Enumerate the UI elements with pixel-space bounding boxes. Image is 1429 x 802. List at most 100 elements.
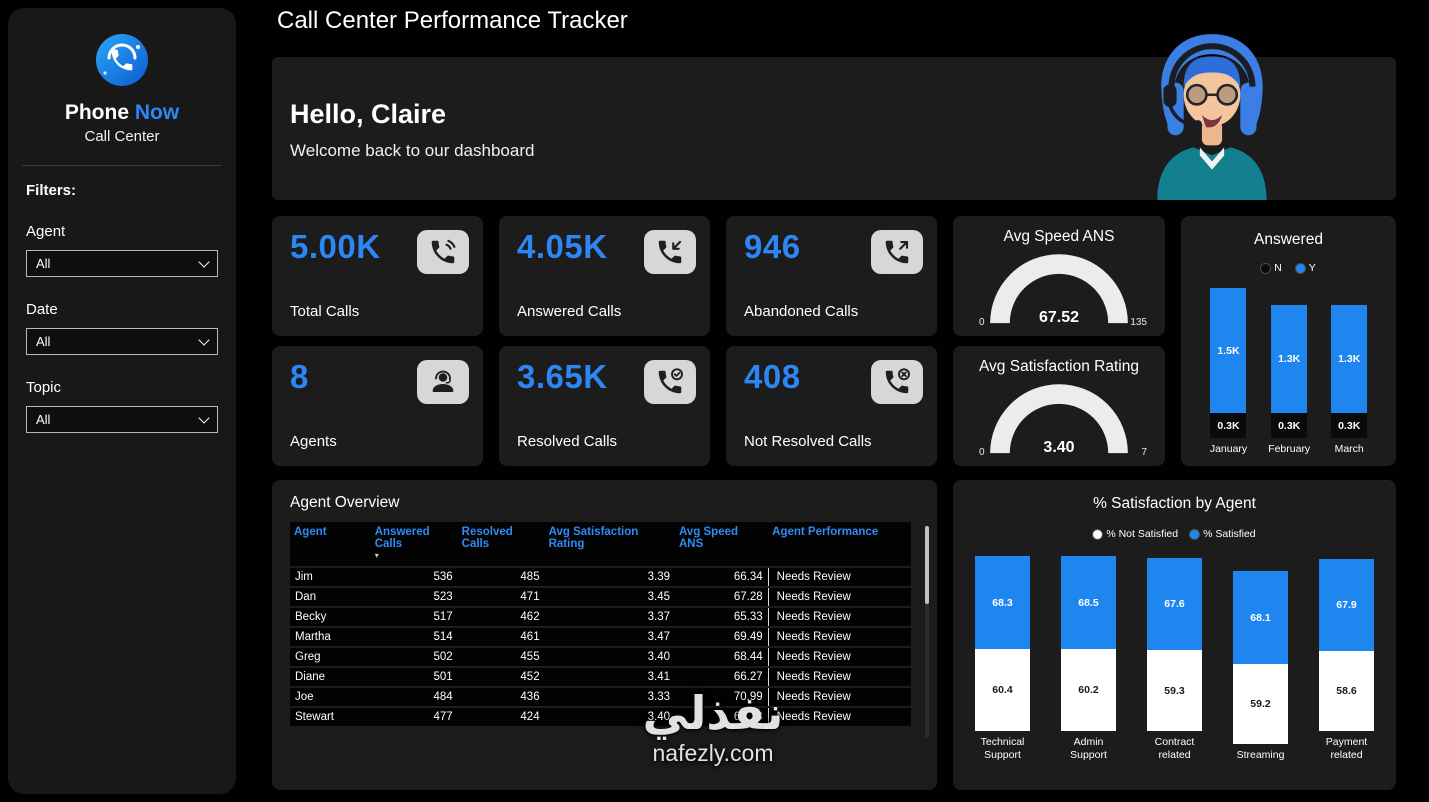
bar-segment[interactable]: 68.1 <box>1233 571 1288 665</box>
kpi-card-answered-calls: 4.05K Answered Calls <box>499 216 710 336</box>
legend-item-satisfied[interactable]: % Satisfied <box>1190 528 1256 540</box>
column-header-agent-performance[interactable]: Agent Performance <box>772 526 879 538</box>
cell-answered-calls: 477 <box>370 706 458 726</box>
kpi-label: Abandoned Calls <box>744 303 859 320</box>
bar-segment[interactable]: 0.3K <box>1271 413 1308 438</box>
column-header-agent[interactable]: Agent <box>294 526 327 538</box>
bar-segment[interactable]: 67.6 <box>1147 558 1202 650</box>
bar-segment[interactable]: 1.3K <box>1271 305 1308 413</box>
topic-filter-value: All <box>36 412 51 427</box>
avg-satisfaction-gauge-card: Avg Satisfaction Rating 3.40 0 7 <box>953 346 1165 466</box>
table-row[interactable]: Martha 514 461 3.47 69.49 Needs Review <box>290 626 911 647</box>
legend-item-not-satisfied[interactable]: % Not Satisfied <box>1093 528 1178 540</box>
kpi-label: Not Resolved Calls <box>744 433 872 450</box>
date-filter-dropdown[interactable]: All <box>26 328 218 355</box>
bar-segment[interactable]: 59.3 <box>1147 650 1202 731</box>
topic-filter-dropdown[interactable]: All <box>26 406 218 433</box>
filter-label-topic: Topic <box>26 379 62 396</box>
cell-resolved-calls: 455 <box>457 646 545 667</box>
ringing-phone-icon <box>417 230 469 274</box>
table-row[interactable]: Stewart 477 424 3.40 66.18 Needs Review <box>290 706 911 726</box>
cell-avg-satisfaction-rating: 3.33 <box>544 686 675 707</box>
kpi-label: Resolved Calls <box>517 433 618 450</box>
table-row[interactable]: Jim 536 485 3.39 66.34 Needs Review <box>290 566 911 587</box>
cell-agent: Martha <box>290 626 371 647</box>
legend-dot-n <box>1261 263 1271 273</box>
cell-avg-speed-ans: 70.99 <box>675 686 769 707</box>
bar-stack: 1.3K 0.3K <box>1331 288 1368 438</box>
bar-column-january: 1.5K 0.3K January <box>1210 288 1247 456</box>
bar-segment[interactable]: 60.2 <box>1061 649 1116 731</box>
kpi-value: 5.00K <box>290 228 381 265</box>
bar-segment[interactable]: 60.4 <box>975 649 1030 731</box>
agent-overview-card: Agent Overview Agent Answered Calls ▾ Resol… <box>272 480 937 790</box>
bar-segment[interactable]: 59.2 <box>1233 664 1288 745</box>
table-row[interactable]: Joe 484 436 3.33 70.99 Needs Review <box>290 686 911 707</box>
axis-category-label: March <box>1334 443 1364 455</box>
brand-word-now: Now <box>134 101 180 124</box>
answered-chart-card: Answered N Y 1.5K 0.3K January 1.3K 0.3K Febr… <box>1181 216 1396 466</box>
axis-category-label: January <box>1209 443 1248 455</box>
column-header-resolved-calls[interactable]: Resolved Calls <box>461 526 513 550</box>
bar-stack: 68.3 60.4 <box>975 556 1030 731</box>
sort-descending-icon: ▾ <box>374 551 379 560</box>
cell-answered-calls: 502 <box>370 646 458 667</box>
table-scrollbar-thumb[interactable] <box>925 526 929 604</box>
kpi-value: 3.65K <box>517 358 608 395</box>
legend-item-y[interactable]: Y <box>1295 262 1316 274</box>
sidebar-divider <box>22 165 222 166</box>
bar-value-label: 68.1 <box>1250 611 1271 624</box>
table-scrollbar[interactable] <box>925 526 929 738</box>
gauge-max-label: 7 <box>1141 447 1147 458</box>
cell-resolved-calls: 462 <box>457 606 545 627</box>
bar-stack: 67.6 59.3 <box>1147 556 1202 731</box>
table-row[interactable]: Becky 517 462 3.37 65.33 Needs Review <box>290 606 911 627</box>
kpi-card-not-resolved-calls: 408 Not Resolved Calls <box>726 346 937 466</box>
bar-column-contract-related: 67.6 59.3 Contract related <box>1142 556 1208 762</box>
bar-segment[interactable]: 1.5K <box>1210 288 1247 413</box>
axis-category-label: Admin Support <box>1070 736 1107 762</box>
column-header-avg-satisfaction-rating[interactable]: Avg Satisfaction Rating <box>548 526 639 550</box>
table-row[interactable]: Greg 502 455 3.40 68.44 Needs Review <box>290 646 911 667</box>
bar-value-label: 67.9 <box>1336 599 1357 611</box>
cell-answered-calls: 501 <box>370 666 458 687</box>
cell-avg-speed-ans: 66.18 <box>675 706 769 726</box>
bar-segment[interactable]: 67.9 <box>1319 559 1374 651</box>
cell-agent-performance: Needs Review <box>767 566 911 587</box>
bar-value-label: 67.6 <box>1164 598 1185 610</box>
cell-agent-performance: Needs Review <box>767 706 911 726</box>
not-resolved-call-icon <box>871 360 923 404</box>
page-title: Call Center Performance Tracker <box>277 7 628 34</box>
bar-column-february: 1.3K 0.3K February <box>1268 288 1310 456</box>
kpi-card-agents: 8 Agents <box>272 346 483 466</box>
agent-filter-dropdown[interactable]: All <box>26 250 218 277</box>
hero-subtitle: Welcome back to our dashboard <box>290 141 535 160</box>
bar-segment[interactable]: 0.3K <box>1331 413 1368 438</box>
agent-table-wrap: Agent Answered Calls ▾ Resolved Calls Avg Sa… <box>290 522 911 778</box>
answered-call-icon <box>644 230 696 274</box>
column-header-answered-calls[interactable]: Answered Calls ▾ <box>371 522 458 567</box>
table-row[interactable]: Diane 501 452 3.41 66.27 Needs Review <box>290 666 911 687</box>
bar-column-admin-support: 68.5 60.2 Admin Support <box>1056 556 1122 762</box>
column-header-avg-speed-ans[interactable]: Avg Speed ANS <box>679 526 739 550</box>
legend-dot-not-satisfied <box>1093 529 1103 539</box>
bar-segment[interactable]: 58.6 <box>1319 651 1374 731</box>
kpi-card-total-calls: 5.00K Total Calls <box>272 216 483 336</box>
cell-agent: Dan <box>290 586 371 607</box>
cell-avg-speed-ans: 69.49 <box>675 626 769 647</box>
bar-segment[interactable]: 68.5 <box>1061 556 1116 649</box>
table-row[interactable]: Dan 523 471 3.45 67.28 Needs Review <box>290 586 911 607</box>
filter-group-agent: Agent All <box>8 223 236 277</box>
bar-segment[interactable]: 0.3K <box>1210 413 1247 438</box>
legend-item-n[interactable]: N <box>1261 262 1282 274</box>
bar-segment[interactable]: 1.3K <box>1331 305 1368 413</box>
legend-label: % Satisfied <box>1203 528 1256 540</box>
gauge-max-label: 135 <box>1130 317 1147 328</box>
kpi-label: Total Calls <box>290 303 360 320</box>
phone-now-logo-icon <box>96 34 148 86</box>
satisfaction-bar-chart: 68.3 60.4 Technical Support 68.5 60.2 Admin S… <box>953 556 1396 762</box>
bar-value-label: 60.4 <box>992 684 1013 696</box>
bar-value-label: 0.3K <box>1217 419 1240 432</box>
bar-segment[interactable]: 68.3 <box>975 556 1030 649</box>
bar-stack: 68.1 59.2 <box>1233 569 1288 745</box>
